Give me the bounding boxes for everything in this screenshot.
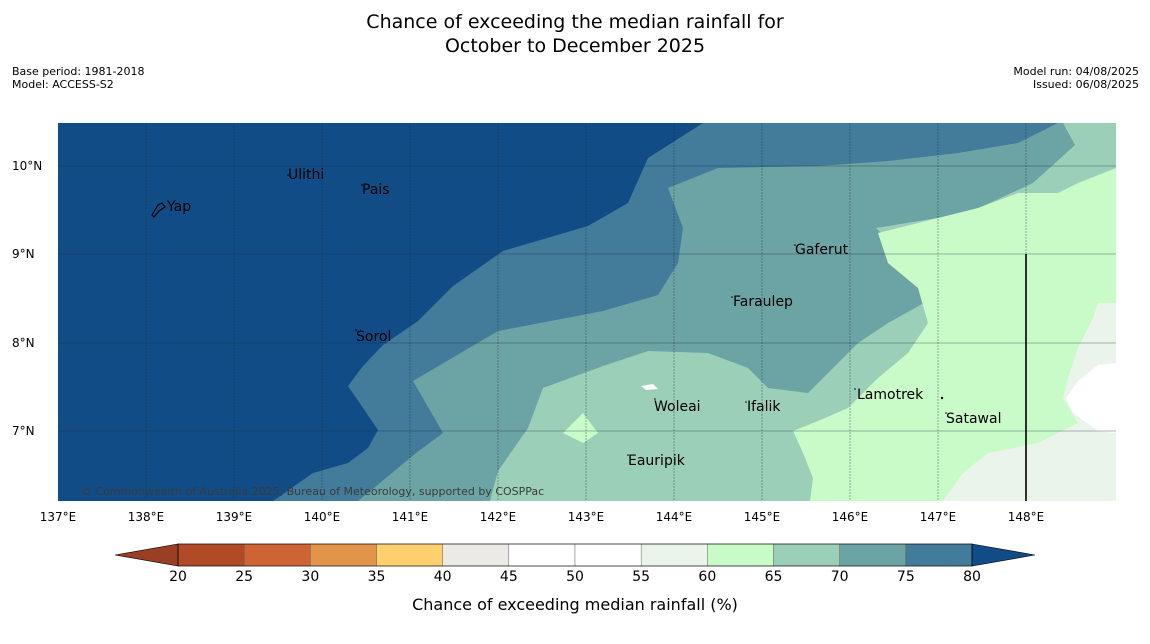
- lat-label-8n: 8°N: [12, 336, 35, 350]
- lon-label-144e: 144°E: [655, 510, 693, 524]
- zone-45-50: [1066, 363, 1116, 433]
- colorbar-segment: [310, 543, 377, 567]
- colorbar-tick-label: 20: [169, 569, 187, 585]
- model-run: Model run: 04/08/2025: [1013, 65, 1139, 78]
- zone-50-55: [943, 303, 1116, 501]
- colorbar-segment: [905, 543, 973, 567]
- place-eauripik: Eauripik: [628, 453, 685, 469]
- lon-label-146e: 146°E: [831, 510, 869, 524]
- place-satawal: Satawal: [946, 411, 1002, 427]
- colorbar-segment: [508, 543, 576, 567]
- zone-patch-small: [563, 413, 598, 443]
- colorbar-segment: [773, 543, 840, 567]
- colorbar-tick-label: 35: [367, 569, 386, 585]
- place-pais: Pais: [362, 182, 390, 198]
- lon-label-143e: 143°E: [567, 510, 605, 524]
- colorbar-segment: [243, 543, 311, 567]
- zone-patch-tiny: [641, 384, 658, 390]
- colorbar: [115, 543, 1035, 567]
- colorbar-tick-label: 45: [499, 569, 518, 585]
- lon-label-140e: 140°E: [303, 510, 341, 524]
- title-line-2: October to December 2025: [444, 35, 706, 57]
- colorbar-title: Chance of exceeding median rainfall (%): [412, 595, 738, 614]
- lon-label-137e: 137°E: [39, 510, 77, 524]
- lat-label-9n: 9°N: [12, 247, 35, 261]
- meta-left: Base period: 1981-2018 Model: ACCESS-S2: [12, 65, 144, 91]
- meta-right: Model run: 04/08/2025 Issued: 06/08/2025: [1013, 65, 1139, 91]
- colorbar-high-extend: [971, 543, 1035, 567]
- colorbar-tick-label: 30: [301, 569, 320, 585]
- lon-label-139e: 139°E: [215, 510, 253, 524]
- place-lamotrek: Lamotrek: [857, 387, 924, 403]
- lon-label-141e: 141°E: [391, 510, 429, 524]
- colorbar-tick-label: 65: [764, 569, 783, 585]
- colorbar-tick-label: 80: [963, 569, 981, 585]
- colorbar-tick-label: 60: [698, 569, 717, 585]
- lon-label-147e: 147°E: [919, 510, 957, 524]
- place-ulithi: Ulithi: [288, 167, 325, 183]
- colorbar-segment: [839, 543, 907, 567]
- lon-label-148e: 148°E: [1007, 510, 1045, 524]
- colorbar-tick-label: 70: [830, 569, 849, 585]
- map-title: Chance of exceeding the median rainfall …: [0, 10, 1150, 58]
- colorbar-tick-label: 55: [632, 569, 651, 585]
- colorbar-tick-label: 25: [235, 569, 254, 585]
- colorbar-tick-label: 40: [433, 569, 452, 585]
- lon-label-142e: 142°E: [479, 510, 517, 524]
- copyright-notice: © Commonwealth of Australia 2025, Bureau…: [81, 485, 545, 498]
- colorbar-low-extend: [115, 543, 179, 567]
- island-markers: [151, 174, 947, 456]
- base-period: Base period: 1981-2018: [12, 65, 145, 78]
- place-faraulep: Faraulep: [733, 294, 793, 310]
- place-gaferut: Gaferut: [795, 242, 849, 258]
- model-name: Model: ACCESS-S2: [12, 78, 114, 91]
- lat-label-10n: 10°N: [12, 159, 43, 173]
- title-line-1: Chance of exceeding the median rainfall …: [366, 11, 784, 33]
- graticule: [58, 123, 1116, 501]
- colorbar-segment: [177, 543, 245, 567]
- colorbar-segment: [640, 543, 708, 567]
- lon-label-138e: 138°E: [127, 510, 165, 524]
- lat-label-7n: 7°N: [12, 424, 35, 438]
- issued-date: Issued: 06/08/2025: [1032, 78, 1139, 91]
- colorbar-segment: [707, 543, 774, 567]
- colorbar-segments: [177, 543, 973, 567]
- colorbar-segment: [442, 543, 510, 567]
- place-sorol: Sorol: [356, 329, 392, 345]
- place-yap: Yap: [167, 199, 192, 215]
- yap-island-shape: [151, 202, 166, 218]
- colorbar-tick-label: 50: [566, 569, 584, 585]
- zone-55-60: [793, 168, 1116, 501]
- rainfall-map: [58, 123, 1116, 501]
- colorbar-outline: [177, 543, 973, 567]
- place-woleai: Woleai: [654, 399, 701, 415]
- colorbar-tick-label: 75: [896, 569, 915, 585]
- place-ifalik: Ifalik: [747, 399, 781, 415]
- map-svg: [58, 123, 1116, 501]
- lon-label-145e: 145°E: [743, 510, 781, 524]
- colorbar-segment: [376, 543, 443, 567]
- colorbar-segment: [574, 543, 642, 567]
